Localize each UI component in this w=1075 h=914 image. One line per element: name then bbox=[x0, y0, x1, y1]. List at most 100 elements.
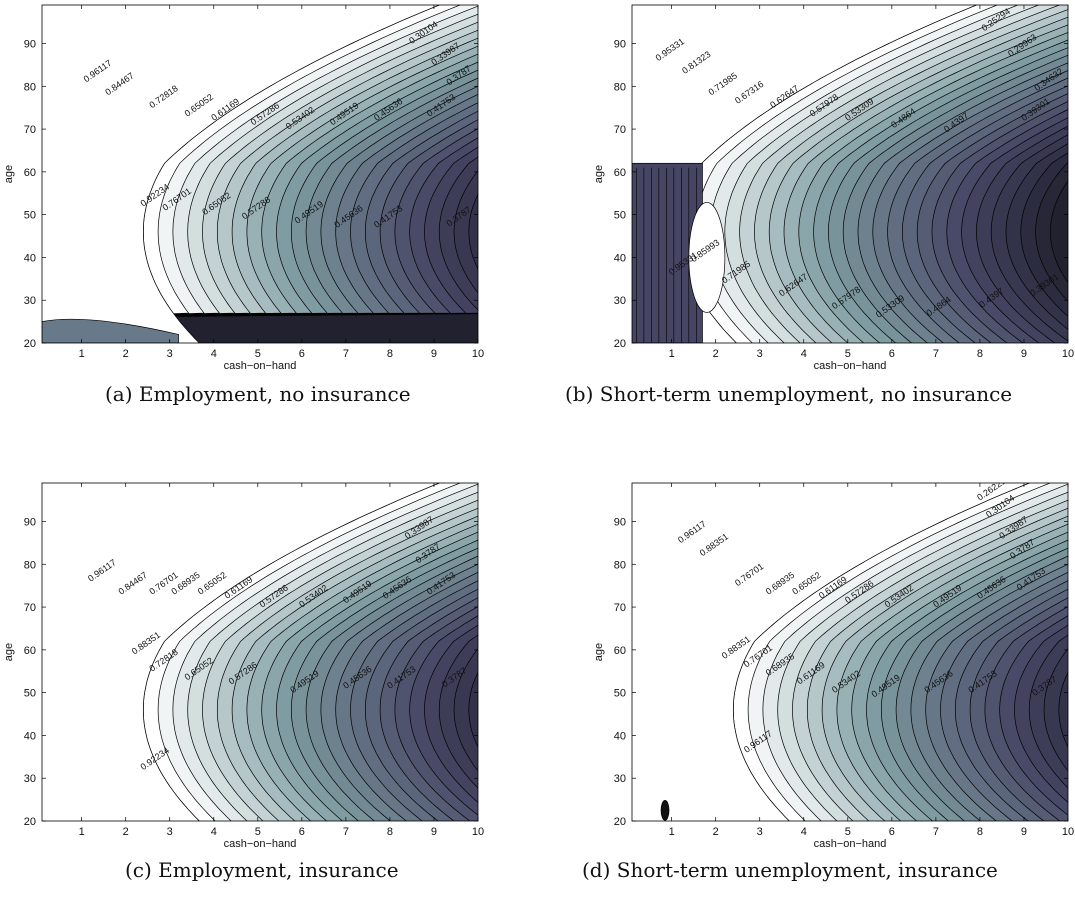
y-tick-label: 20 bbox=[24, 816, 36, 828]
y-tick-label: 70 bbox=[614, 124, 626, 136]
x-tick-label: 7 bbox=[933, 826, 939, 838]
x-tick-label: 2 bbox=[123, 826, 129, 838]
y-tick-label: 80 bbox=[24, 81, 36, 93]
x-tick-label: 2 bbox=[123, 348, 129, 360]
x-tick-label: 5 bbox=[255, 348, 261, 360]
panel-caption-a: (a) Employment, no insurance bbox=[105, 382, 411, 406]
x-tick-label: 1 bbox=[79, 826, 85, 838]
y-tick-label: 50 bbox=[614, 688, 626, 700]
x-tick-label: 6 bbox=[889, 348, 895, 360]
x-tick-label: 7 bbox=[343, 826, 349, 838]
x-tick-label: 1 bbox=[669, 826, 675, 838]
y-tick-label: 90 bbox=[614, 39, 626, 51]
x-tick-label: 5 bbox=[845, 348, 851, 360]
x-tick-label: 10 bbox=[472, 348, 484, 360]
x-tick-label: 9 bbox=[1021, 826, 1027, 838]
contour-fill-group: 0.961170.844670.767010.689350.650520.611… bbox=[42, 483, 478, 821]
y-tick-label: 60 bbox=[614, 167, 626, 179]
axes-frame bbox=[631, 4, 1069, 344]
y-tick-label: 40 bbox=[614, 730, 626, 742]
low-cash-region bbox=[632, 162, 726, 343]
x-tick-label: 3 bbox=[757, 826, 763, 838]
x-tick-label: 3 bbox=[757, 348, 763, 360]
x-tick-label: 8 bbox=[977, 348, 983, 360]
y-tick-label: 30 bbox=[24, 295, 36, 307]
y-tick-label: 30 bbox=[614, 773, 626, 785]
y-tick-label: 30 bbox=[614, 295, 626, 307]
contour-level bbox=[1050, 180, 1068, 284]
axes-frame bbox=[41, 4, 479, 344]
x-tick-label: 2 bbox=[713, 826, 719, 838]
x-tick-label: 4 bbox=[211, 348, 217, 360]
x-tick-label: 7 bbox=[343, 348, 349, 360]
contour-panel-employment-insurance: 0.961170.844670.767010.689350.650520.611… bbox=[3, 482, 484, 850]
x-tick-label: 3 bbox=[167, 826, 173, 838]
axes-frame bbox=[631, 482, 1069, 822]
y-tick-label: 20 bbox=[614, 816, 626, 828]
contour-level bbox=[85, 102, 478, 343]
contour-level bbox=[1058, 671, 1068, 749]
x-tick-label: 3 bbox=[167, 348, 173, 360]
y-axis-label: age bbox=[593, 165, 605, 183]
contour-level bbox=[632, 483, 1031, 821]
y-tick-label: 60 bbox=[24, 167, 36, 179]
x-tick-label: 9 bbox=[1021, 348, 1027, 360]
x-axis-label: cash−on−hand bbox=[224, 360, 297, 372]
x-tick-label: 10 bbox=[1062, 826, 1074, 838]
y-tick-label: 20 bbox=[614, 338, 626, 350]
panel-caption-c: (c) Employment, insurance bbox=[125, 858, 399, 882]
y-axis-label: age bbox=[593, 643, 605, 661]
x-tick-label: 9 bbox=[431, 826, 437, 838]
x-tick-label: 7 bbox=[933, 348, 939, 360]
y-tick-label: 30 bbox=[24, 773, 36, 785]
contour-level bbox=[1043, 648, 1068, 772]
contour-level bbox=[453, 648, 478, 772]
x-tick-label: 4 bbox=[801, 826, 807, 838]
x-axis-label: cash−on−hand bbox=[814, 360, 887, 372]
contour-fill-group: 0.961170.883510.767010.689350.650520.611… bbox=[632, 483, 1068, 821]
lower-left-band bbox=[42, 318, 179, 343]
contour-level bbox=[42, 483, 441, 821]
y-axis-label: age bbox=[3, 165, 15, 183]
contour-level bbox=[42, 5, 441, 343]
y-tick-label: 60 bbox=[24, 645, 36, 657]
x-tick-label: 10 bbox=[1062, 348, 1074, 360]
y-tick-label: 90 bbox=[24, 517, 36, 529]
y-tick-label: 80 bbox=[24, 559, 36, 571]
y-tick-label: 40 bbox=[614, 252, 626, 264]
y-tick-label: 80 bbox=[614, 81, 626, 93]
y-tick-label: 20 bbox=[24, 338, 36, 350]
y-tick-label: 50 bbox=[24, 210, 36, 222]
y-tick-label: 40 bbox=[24, 730, 36, 742]
x-tick-label: 9 bbox=[431, 348, 437, 360]
x-tick-label: 2 bbox=[713, 348, 719, 360]
y-tick-label: 80 bbox=[614, 559, 626, 571]
x-tick-label: 6 bbox=[299, 348, 305, 360]
x-tick-label: 4 bbox=[801, 348, 807, 360]
panel-caption-d: (d) Short-term unemployment, insurance bbox=[582, 858, 998, 882]
y-axis-label: age bbox=[3, 643, 15, 661]
panel-caption-b: (b) Short-term unemployment, no insuranc… bbox=[565, 382, 1013, 406]
x-tick-label: 5 bbox=[845, 826, 851, 838]
y-tick-label: 70 bbox=[24, 124, 36, 136]
x-tick-label: 1 bbox=[669, 348, 675, 360]
y-tick-label: 70 bbox=[24, 602, 36, 614]
y-tick-label: 70 bbox=[614, 602, 626, 614]
axes-frame bbox=[41, 482, 479, 822]
x-tick-label: 8 bbox=[387, 348, 393, 360]
x-tick-label: 4 bbox=[211, 826, 217, 838]
small-island bbox=[660, 799, 670, 821]
y-tick-label: 50 bbox=[24, 688, 36, 700]
x-axis-label: cash−on−hand bbox=[814, 838, 887, 850]
x-tick-label: 8 bbox=[387, 826, 393, 838]
contour-panel-short-term-unemployment-insurance: 0.961170.883510.767010.689350.650520.611… bbox=[593, 482, 1074, 850]
y-tick-label: 90 bbox=[24, 39, 36, 51]
x-tick-label: 5 bbox=[255, 826, 261, 838]
x-tick-label: 6 bbox=[889, 826, 895, 838]
y-tick-label: 50 bbox=[614, 210, 626, 222]
y-tick-label: 40 bbox=[24, 252, 36, 264]
y-tick-label: 90 bbox=[614, 517, 626, 529]
